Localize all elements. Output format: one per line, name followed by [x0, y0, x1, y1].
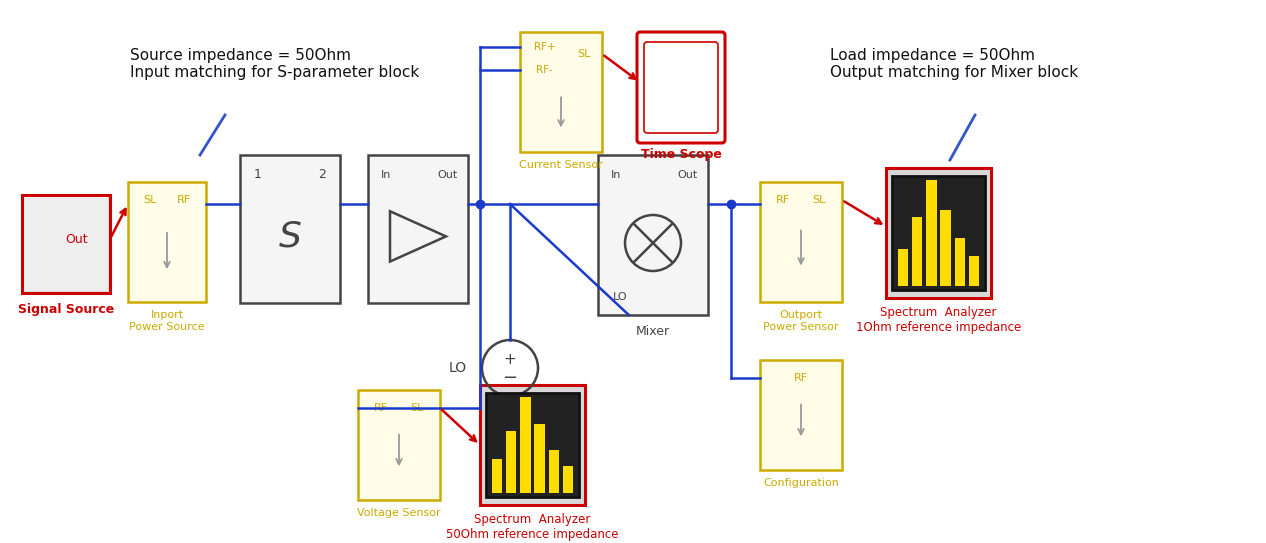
Text: RF: RF [794, 373, 808, 383]
Text: Out: Out [438, 170, 458, 180]
Bar [520, 397, 530, 493]
Text: Spectrum  Analyzer
50Ohm reference impedance: Spectrum Analyzer 50Ohm reference impeda… [446, 513, 619, 541]
Bar [24, 197, 108, 291]
Text: Signal Source: Signal Source [18, 303, 114, 316]
Bar [598, 155, 708, 315]
Text: RF: RF [373, 403, 387, 413]
Text: RF: RF [177, 195, 191, 205]
Bar [480, 385, 585, 505]
Text: RF: RF [776, 195, 790, 205]
Text: 2: 2 [318, 168, 325, 181]
Bar [968, 256, 979, 286]
FancyBboxPatch shape [637, 32, 725, 143]
Text: SL: SL [577, 49, 591, 59]
Text: +: + [504, 352, 517, 368]
Bar [358, 390, 441, 500]
Text: 1: 1 [254, 168, 262, 181]
Bar [520, 32, 603, 152]
Text: LO: LO [449, 361, 467, 375]
Text: Configuration: Configuration [763, 478, 839, 488]
Bar [563, 466, 573, 493]
Bar [534, 424, 544, 493]
Text: Mixer: Mixer [636, 325, 670, 338]
Bar [760, 182, 842, 302]
Text: In: In [610, 170, 622, 180]
Bar [898, 249, 908, 286]
Text: Time Scope: Time Scope [641, 148, 722, 161]
Text: Current Sensor: Current Sensor [519, 160, 603, 170]
Text: Source impedance = 50Ohm
Input matching for S-parameter block: Source impedance = 50Ohm Input matching … [130, 48, 419, 80]
Bar [893, 176, 985, 290]
Bar [760, 360, 842, 470]
Text: SL: SL [410, 403, 424, 413]
Text: Load impedance = 50Ohm
Output matching for Mixer block: Load impedance = 50Ohm Output matching f… [830, 48, 1079, 80]
Text: SL: SL [143, 195, 157, 205]
Text: Voltage Sensor: Voltage Sensor [357, 508, 441, 518]
Bar [22, 195, 110, 293]
Text: Out: Out [677, 170, 698, 180]
Text: Spectrum  Analyzer
1Ohm reference impedance: Spectrum Analyzer 1Ohm reference impedan… [856, 306, 1022, 334]
Text: RF-: RF- [537, 65, 553, 75]
Bar [927, 180, 937, 286]
Text: RF+: RF+ [534, 42, 556, 52]
Bar [548, 450, 558, 493]
Text: Out: Out [66, 232, 87, 245]
Text: −: − [503, 369, 518, 387]
Bar [128, 182, 206, 302]
Bar [941, 210, 951, 286]
Text: S: S [279, 219, 301, 254]
Text: Inport
Power Source: Inport Power Source [129, 310, 205, 332]
Bar [241, 155, 341, 303]
Bar [486, 393, 579, 497]
FancyBboxPatch shape [644, 42, 718, 133]
Bar [886, 168, 991, 298]
Text: LO: LO [613, 292, 628, 302]
Bar [368, 155, 468, 303]
Bar [506, 431, 517, 493]
Bar [955, 238, 965, 286]
Text: In: In [381, 170, 391, 180]
Bar [912, 217, 923, 286]
Text: Outport
Power Sensor: Outport Power Sensor [763, 310, 839, 332]
Text: SL: SL [813, 195, 825, 205]
Bar [492, 459, 503, 493]
